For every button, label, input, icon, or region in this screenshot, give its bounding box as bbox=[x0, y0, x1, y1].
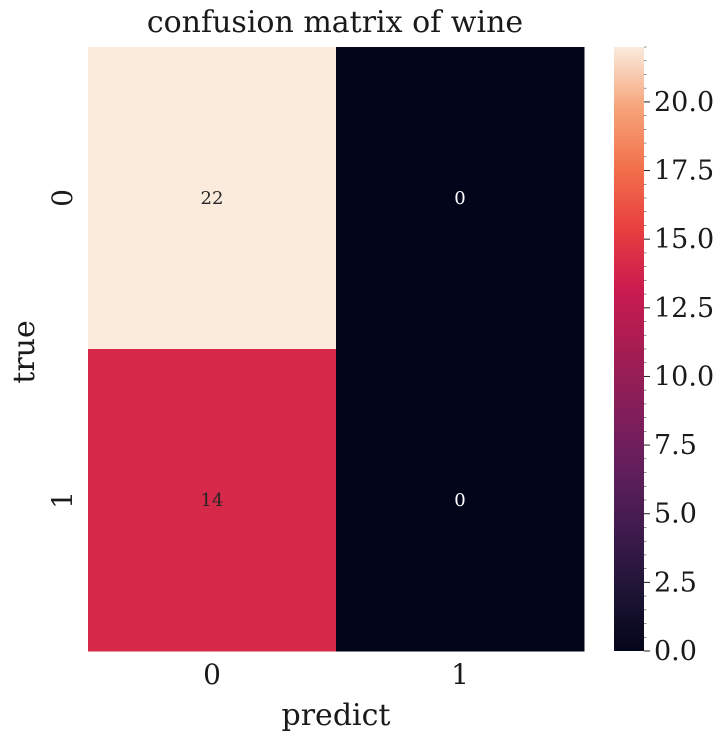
colorbar bbox=[614, 47, 644, 651]
cell-annotation: 22 bbox=[201, 188, 224, 209]
colorbar-tick-label: 20.0 bbox=[654, 87, 714, 118]
colorbar-ticks: 0.0 2.5 5.0 7.5 10.0 12.5 15.0 17.5 20.0 bbox=[644, 46, 714, 667]
cell-annotation: 14 bbox=[201, 490, 224, 511]
heatmap-cells bbox=[88, 47, 585, 652]
y-tick-label: 0 bbox=[46, 189, 79, 207]
chart-title: confusion matrix of wine bbox=[147, 5, 523, 40]
colorbar-tick-label: 5.0 bbox=[654, 499, 697, 530]
y-tick-labels: 01 bbox=[46, 189, 79, 509]
y-axis-label: true bbox=[7, 320, 42, 383]
cell-annotations: 22 0 14 0 bbox=[201, 188, 466, 511]
colorbar-tick-label: 15.0 bbox=[654, 224, 714, 255]
heatmap-cell bbox=[336, 349, 585, 652]
x-tick-label: 1 bbox=[451, 658, 469, 691]
colorbar-tick-label: 17.5 bbox=[654, 156, 714, 187]
x-axis-label: predict bbox=[282, 698, 391, 733]
cell-annotation: 0 bbox=[454, 188, 465, 209]
cell-annotation: 0 bbox=[454, 490, 465, 511]
colorbar-tick-label: 10.0 bbox=[654, 361, 714, 392]
heatmap-cell bbox=[88, 47, 337, 350]
colorbar-tick-label: 12.5 bbox=[654, 293, 714, 324]
y-tick-label: 1 bbox=[46, 491, 79, 509]
x-tick-label: 0 bbox=[203, 658, 221, 691]
colorbar-tick-label: 7.5 bbox=[654, 430, 697, 461]
colorbar-tick-label: 2.5 bbox=[654, 567, 697, 598]
colorbar-tick-label: 0.0 bbox=[654, 636, 697, 667]
heatmap-cell bbox=[336, 47, 585, 350]
heatmap-cell bbox=[88, 349, 337, 652]
